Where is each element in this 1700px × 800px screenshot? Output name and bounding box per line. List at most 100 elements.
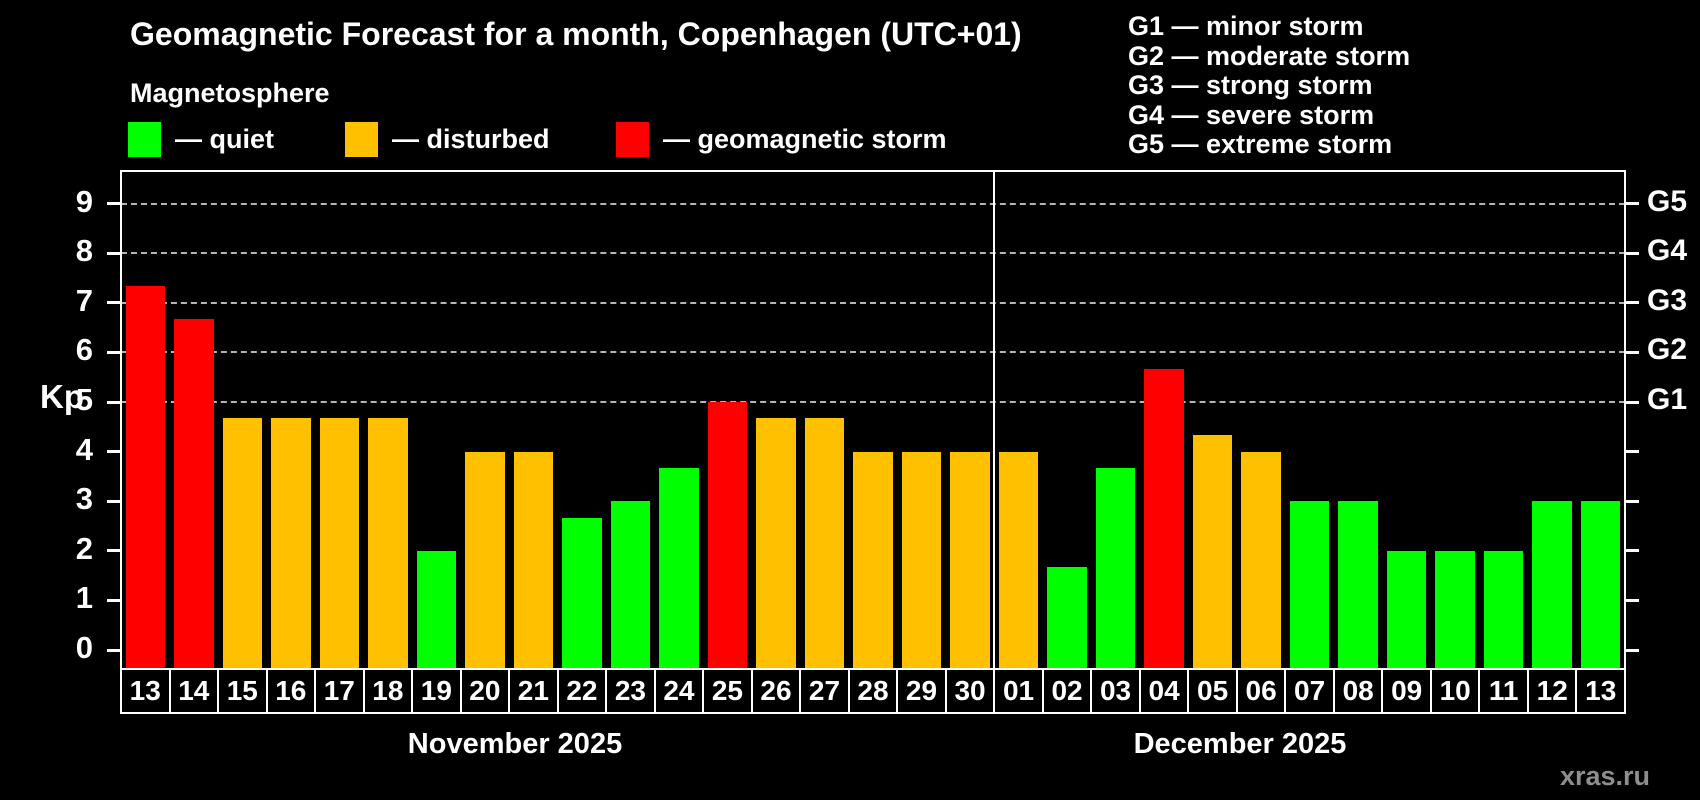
month-label-november: November 2025 — [407, 728, 623, 760]
disturbed-color-swatch — [345, 121, 378, 157]
kp-bar-day-24 — [659, 467, 699, 668]
kp-bar-day-19 — [416, 550, 457, 668]
y-tick-label-9: 9 — [75, 183, 93, 219]
g-axis-label-g2: G2 — [1647, 333, 1688, 367]
month-label-december: December 2025 — [1133, 728, 1347, 760]
y-axis-tick-5 — [107, 400, 121, 404]
kp-bar-day-15 — [222, 418, 263, 668]
right-axis-line — [1624, 170, 1626, 668]
plot-top-border — [120, 170, 1626, 172]
legend-item-disturbed: — disturbed — [345, 121, 550, 157]
g-axis-label-g5: G5 — [1647, 184, 1688, 218]
kp-bar-day-05 — [1192, 435, 1233, 668]
kp-bar-day-06 — [1241, 451, 1281, 668]
g-legend-line-g5: G5 — extreme storm — [1128, 129, 1393, 159]
kp-bar-day-12 — [1532, 501, 1572, 668]
day-label-20: 20 — [459, 668, 511, 714]
day-label-30: 30 — [944, 668, 996, 714]
day-label-15: 15 — [217, 668, 268, 714]
day-label-13: 13 — [120, 668, 171, 714]
day-label-19: 19 — [411, 668, 462, 714]
kp-bar-day-20 — [465, 451, 505, 668]
day-label-06: 06 — [1235, 668, 1287, 714]
day-label-16: 16 — [265, 668, 317, 714]
kp-bar-day-16 — [271, 418, 311, 668]
g-legend-line-g4: G4 — severe storm — [1128, 99, 1375, 130]
right-axis-tick-9 — [1625, 202, 1639, 206]
kp-bar-day-10 — [1435, 550, 1475, 668]
day-label-13: 13 — [1575, 668, 1626, 714]
y-tick-label-4: 4 — [75, 431, 93, 467]
y-tick-label-0: 0 — [75, 630, 93, 665]
y-axis-tick-9 — [107, 202, 121, 206]
month-separator-line — [993, 170, 996, 668]
day-label-29: 29 — [896, 668, 947, 714]
page-title: Geomagnetic Forecast for a month, Copenh… — [130, 16, 1022, 52]
chart-subtitle: Magnetosphere — [130, 78, 330, 108]
day-label-21: 21 — [508, 668, 559, 714]
kp-bar-day-18 — [368, 418, 408, 668]
day-label-08: 08 — [1332, 668, 1384, 714]
kp-bar-day-27 — [804, 418, 845, 668]
day-label-01: 01 — [993, 668, 1044, 714]
y-axis-tick-1 — [107, 598, 121, 602]
kp-bar-day-07 — [1289, 501, 1330, 668]
quiet-color-swatch — [128, 121, 161, 157]
y-tick-label-7: 7 — [75, 282, 93, 318]
kp-bar-day-26 — [756, 418, 796, 668]
day-label-17: 17 — [314, 668, 365, 714]
right-axis-tick-5 — [1625, 400, 1639, 404]
kp-bar-day-14 — [174, 319, 214, 668]
kp-bar-day-30 — [950, 451, 990, 668]
kp-bar-day-29 — [901, 451, 942, 668]
kp-bar-day-13 — [125, 286, 166, 668]
kp-bar-day-17 — [319, 418, 360, 668]
gridline-kp7 — [121, 301, 1625, 304]
y-tick-label-3: 3 — [75, 481, 93, 517]
kp-bar-day-25 — [707, 402, 748, 668]
legend-item-storm: — geomagnetic storm — [616, 121, 947, 157]
legend-label-quiet: — quiet — [175, 123, 274, 154]
day-label-12: 12 — [1526, 668, 1578, 714]
kp-bar-day-04 — [1144, 368, 1184, 668]
kp-bar-day-09 — [1386, 550, 1427, 668]
y-tick-label-5: 5 — [75, 382, 93, 417]
legend-label-storm: — geomagnetic storm — [663, 123, 947, 154]
right-axis-tick-7 — [1625, 301, 1639, 305]
y-axis-tick-6 — [107, 350, 121, 354]
y-axis-tick-2 — [107, 549, 121, 553]
g-legend-line-g3: G3 — strong storm — [1128, 70, 1373, 100]
kp-bar-day-22 — [562, 517, 602, 668]
legend-label-disturbed: — disturbed — [392, 123, 550, 154]
right-axis-tick-4 — [1625, 450, 1639, 454]
day-label-02: 02 — [1041, 668, 1093, 714]
day-label-05: 05 — [1187, 668, 1238, 714]
y-axis-line — [120, 170, 122, 668]
day-label-23: 23 — [605, 668, 656, 714]
day-label-18: 18 — [362, 668, 414, 714]
kp-bar-day-21 — [513, 451, 554, 668]
y-tick-label-2: 2 — [75, 530, 93, 566]
day-label-24: 24 — [653, 668, 705, 714]
day-label-27: 27 — [799, 668, 850, 714]
day-label-11: 11 — [1478, 668, 1529, 714]
y-axis-tick-0 — [107, 648, 121, 652]
day-label-10: 10 — [1429, 668, 1481, 714]
right-axis-tick-8 — [1625, 251, 1639, 255]
right-axis-tick-3 — [1625, 499, 1639, 503]
g-scale-legend: G1 — minor storm G2 — moderate storm G3 … — [1128, 11, 1410, 160]
y-axis-tick-8 — [107, 251, 121, 255]
kp-bar-day-28 — [853, 451, 893, 668]
y-tick-label-6: 6 — [75, 332, 93, 368]
legend-item-quiet: — quiet — [128, 121, 274, 157]
y-axis-tick-3 — [107, 499, 121, 503]
right-axis-tick-1 — [1625, 598, 1639, 602]
kp-bar-day-02 — [1047, 567, 1087, 668]
right-axis-tick-6 — [1625, 350, 1639, 354]
gridline-kp9 — [121, 202, 1625, 205]
right-axis-tick-0 — [1625, 648, 1639, 652]
day-label-26: 26 — [750, 668, 802, 714]
day-label-09: 09 — [1381, 668, 1432, 714]
gridline-kp5 — [121, 401, 1625, 403]
y-axis-tick-7 — [107, 301, 121, 305]
